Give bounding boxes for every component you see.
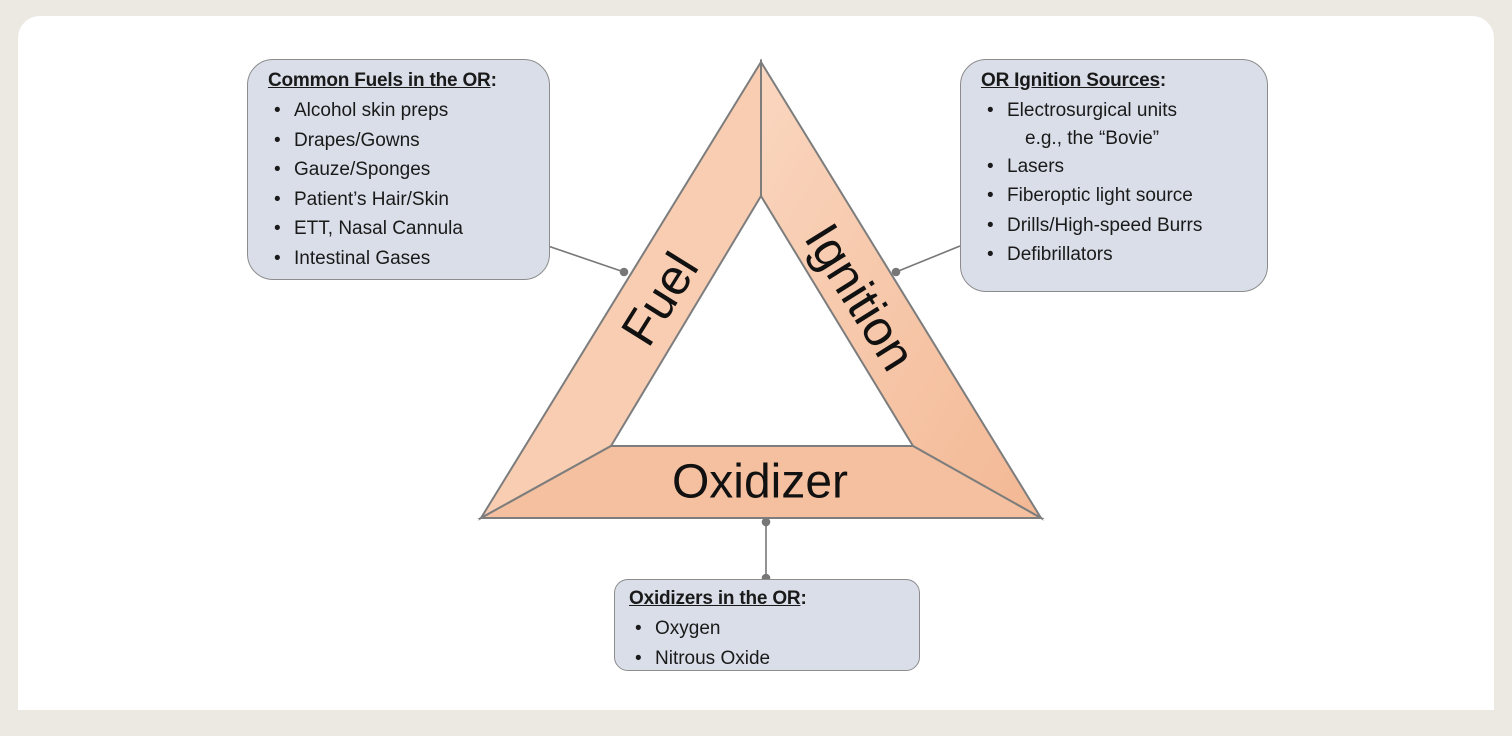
ignition-title-colon: : xyxy=(1159,70,1166,91)
list-item: Defibrillators xyxy=(981,240,1249,270)
list-item: Gauze/Sponges xyxy=(268,155,531,185)
ignition-title-text: OR Ignition Sources xyxy=(981,70,1160,91)
list-item: Intestinal Gases xyxy=(268,244,531,274)
fuels-title-text: Common Fuels in the OR xyxy=(268,70,491,91)
list-item: Oxygen xyxy=(629,614,905,644)
oxidizer-side xyxy=(477,445,1045,519)
fuels-title-colon: : xyxy=(490,70,497,91)
oxidizer-label: Oxidizer xyxy=(672,456,848,509)
caption-band xyxy=(18,710,1494,736)
ignition-list: Electrosurgical units e.g., the “Bovie” … xyxy=(981,96,1249,270)
oxidizers-title-colon: : xyxy=(800,588,807,609)
oxidizers-title-text: Oxidizers in the OR xyxy=(629,588,801,609)
list-item: Drills/High-speed Burrs xyxy=(981,211,1249,241)
list-item: Nitrous Oxide xyxy=(629,644,905,674)
list-item: Electrosurgical units xyxy=(981,96,1249,126)
list-item: Alcohol skin preps xyxy=(268,96,531,126)
oxidizers-list: Oxygen Nitrous Oxide xyxy=(629,614,905,673)
list-item: Fiberoptic light source xyxy=(981,181,1249,211)
fuel-connector xyxy=(547,245,625,273)
ignition-connector xyxy=(895,245,961,273)
list-item: ETT, Nasal Cannula xyxy=(268,214,531,244)
ignition-box-title: OR Ignition Sources: xyxy=(981,70,1249,92)
list-item: Lasers xyxy=(981,152,1249,182)
fuels-box: Common Fuels in the OR: Alcohol skin pre… xyxy=(247,59,550,280)
list-item-continuation: e.g., the “Bovie” xyxy=(1025,127,1160,149)
ignition-box: OR Ignition Sources: Electrosurgical uni… xyxy=(960,59,1268,292)
fuel-connector-dot xyxy=(619,267,629,277)
list-item: Patient’s Hair/Skin xyxy=(268,185,531,215)
oxidizers-box: Oxidizers in the OR: Oxygen Nitrous Oxid… xyxy=(614,579,920,673)
fuels-box-title: Common Fuels in the OR: xyxy=(268,70,531,92)
oxidizers-box-title: Oxidizers in the OR: xyxy=(629,588,905,610)
ignition-connector-dot xyxy=(891,267,901,277)
list-item: Drapes/Gowns xyxy=(268,126,531,156)
fuels-list: Alcohol skin preps Drapes/Gowns Gauze/Sp… xyxy=(268,96,531,273)
fire-triangle xyxy=(477,58,1045,521)
oxidizer-connector-dot-top xyxy=(761,517,771,527)
